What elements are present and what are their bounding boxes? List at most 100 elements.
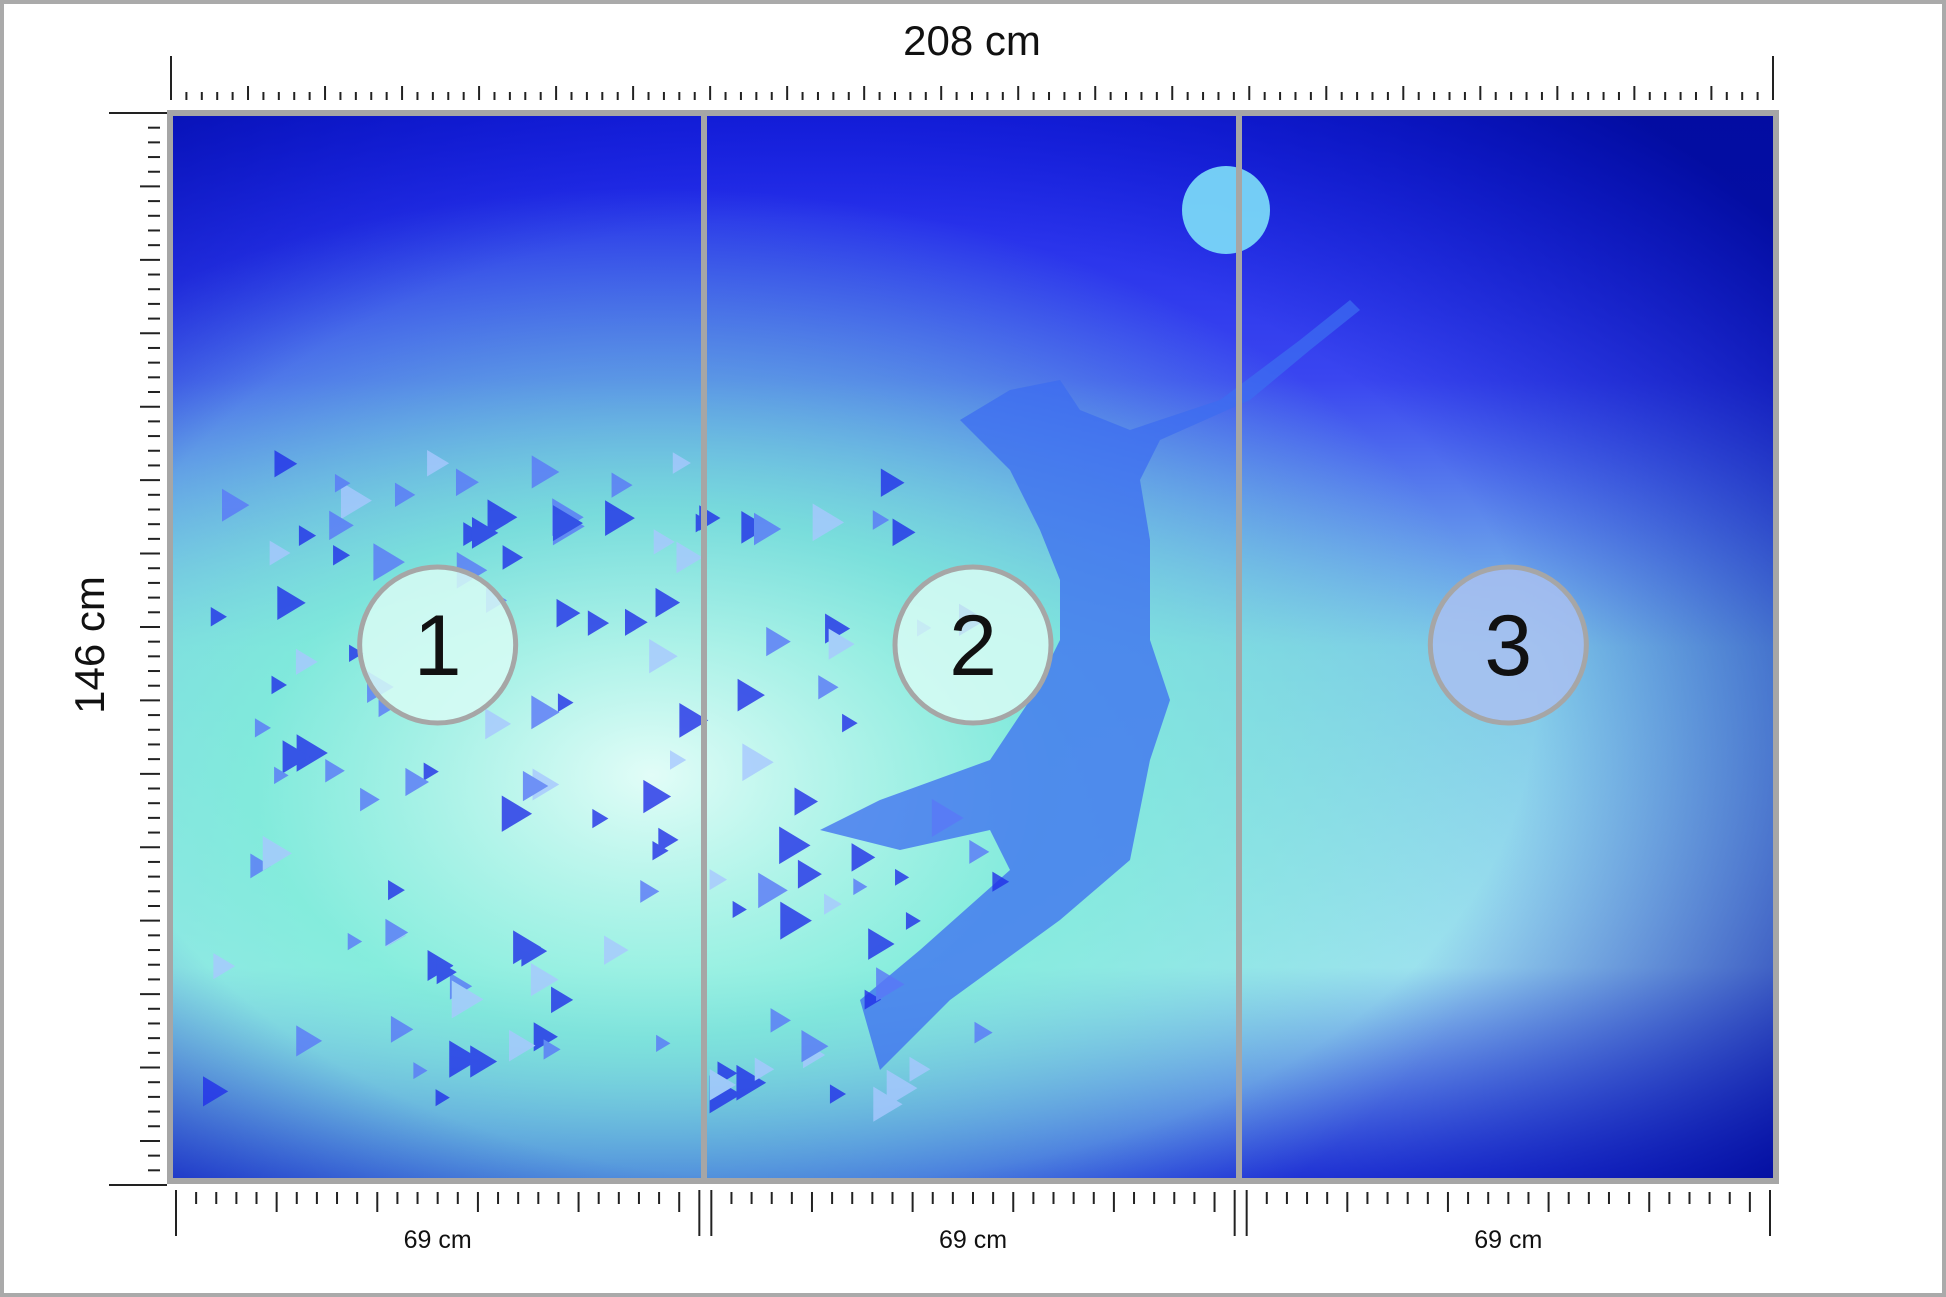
triangle xyxy=(669,750,687,770)
triangle xyxy=(828,628,855,660)
panel-width: 69 cm xyxy=(1474,1226,1542,1254)
triangle xyxy=(295,648,318,675)
triangle xyxy=(390,1015,414,1043)
triangle xyxy=(532,768,560,801)
triangle xyxy=(604,935,629,965)
triangle xyxy=(611,472,633,498)
triangle xyxy=(513,930,542,965)
triangle xyxy=(672,452,691,474)
triangle xyxy=(587,610,610,636)
triangle xyxy=(709,869,728,891)
triangle xyxy=(892,518,916,547)
triangle xyxy=(556,598,581,628)
triangle xyxy=(653,529,675,555)
panel-number: 2 xyxy=(949,598,997,694)
triangle xyxy=(378,699,394,718)
triangle xyxy=(732,900,747,919)
triangle xyxy=(818,675,839,700)
triangle xyxy=(509,1029,536,1062)
triangle xyxy=(676,541,703,574)
triangle xyxy=(347,932,363,951)
triangle xyxy=(501,795,533,832)
triangle xyxy=(868,928,895,960)
triangle xyxy=(423,762,439,781)
triangle xyxy=(969,839,990,864)
triangle xyxy=(298,525,317,546)
triangle xyxy=(533,1022,558,1052)
triangle xyxy=(658,827,679,853)
triangle xyxy=(557,693,574,713)
triangle xyxy=(624,608,648,636)
triangle xyxy=(872,510,890,530)
triangle xyxy=(770,1008,791,1033)
triangle xyxy=(449,1040,481,1078)
triangle xyxy=(753,512,782,546)
height-label: 146 cm xyxy=(66,576,113,714)
triangle xyxy=(780,901,812,940)
triangle xyxy=(522,770,549,802)
triangle xyxy=(340,482,372,520)
triangle xyxy=(640,879,660,903)
triangle xyxy=(202,1076,229,1107)
panel-width: 69 cm xyxy=(939,1226,1007,1254)
triangle xyxy=(873,1086,903,1122)
triangle xyxy=(812,503,845,542)
triangle xyxy=(543,1039,561,1060)
rulers xyxy=(109,56,1774,1186)
triangle xyxy=(296,1025,323,1057)
triangle xyxy=(605,500,635,537)
triangle xyxy=(895,868,910,886)
panels: 1 69 cm 2 69 cm 3 69 cm xyxy=(175,564,1771,1254)
triangle xyxy=(829,1084,846,1104)
triangle xyxy=(649,639,678,674)
triangle xyxy=(333,545,351,566)
panel-circle xyxy=(357,564,519,726)
triangle xyxy=(427,450,450,477)
triangle xyxy=(254,718,271,738)
panel-number: 3 xyxy=(1484,598,1532,694)
triangle xyxy=(801,1030,829,1063)
triangle xyxy=(435,1089,450,1107)
triangle xyxy=(213,953,236,980)
triangle xyxy=(876,967,905,1002)
width-label: 208 cm xyxy=(903,17,1041,64)
triangle xyxy=(974,1021,993,1044)
panel-circle xyxy=(892,564,1054,726)
triangle xyxy=(992,871,1010,892)
triangle xyxy=(388,880,405,901)
triangle xyxy=(470,1045,498,1078)
triangle xyxy=(277,585,306,620)
triangle xyxy=(271,675,287,695)
triangle xyxy=(531,455,560,489)
triangle xyxy=(405,767,430,797)
triangle xyxy=(880,468,905,497)
triangle xyxy=(282,740,311,774)
player-silhouette xyxy=(820,300,1360,1070)
triangle xyxy=(210,607,227,627)
triangle xyxy=(471,517,499,549)
triangle xyxy=(296,734,328,772)
triangle xyxy=(656,1034,671,1052)
particles xyxy=(202,450,1010,1122)
triangle xyxy=(262,835,292,871)
triangle xyxy=(864,989,882,1010)
triangle xyxy=(842,713,858,733)
triangle xyxy=(451,980,484,1019)
triangle xyxy=(742,743,774,782)
triangle xyxy=(758,872,788,909)
triangle xyxy=(274,766,289,785)
triangle xyxy=(269,540,291,566)
triangle xyxy=(794,787,819,816)
triangle xyxy=(853,878,868,896)
triangle xyxy=(652,841,669,861)
triangle xyxy=(455,468,479,497)
panel-width: 69 cm xyxy=(404,1226,472,1254)
triangle xyxy=(851,843,876,872)
triangle xyxy=(643,779,672,814)
triangle xyxy=(385,918,409,947)
ball xyxy=(1182,166,1270,254)
triangle xyxy=(886,1069,918,1107)
